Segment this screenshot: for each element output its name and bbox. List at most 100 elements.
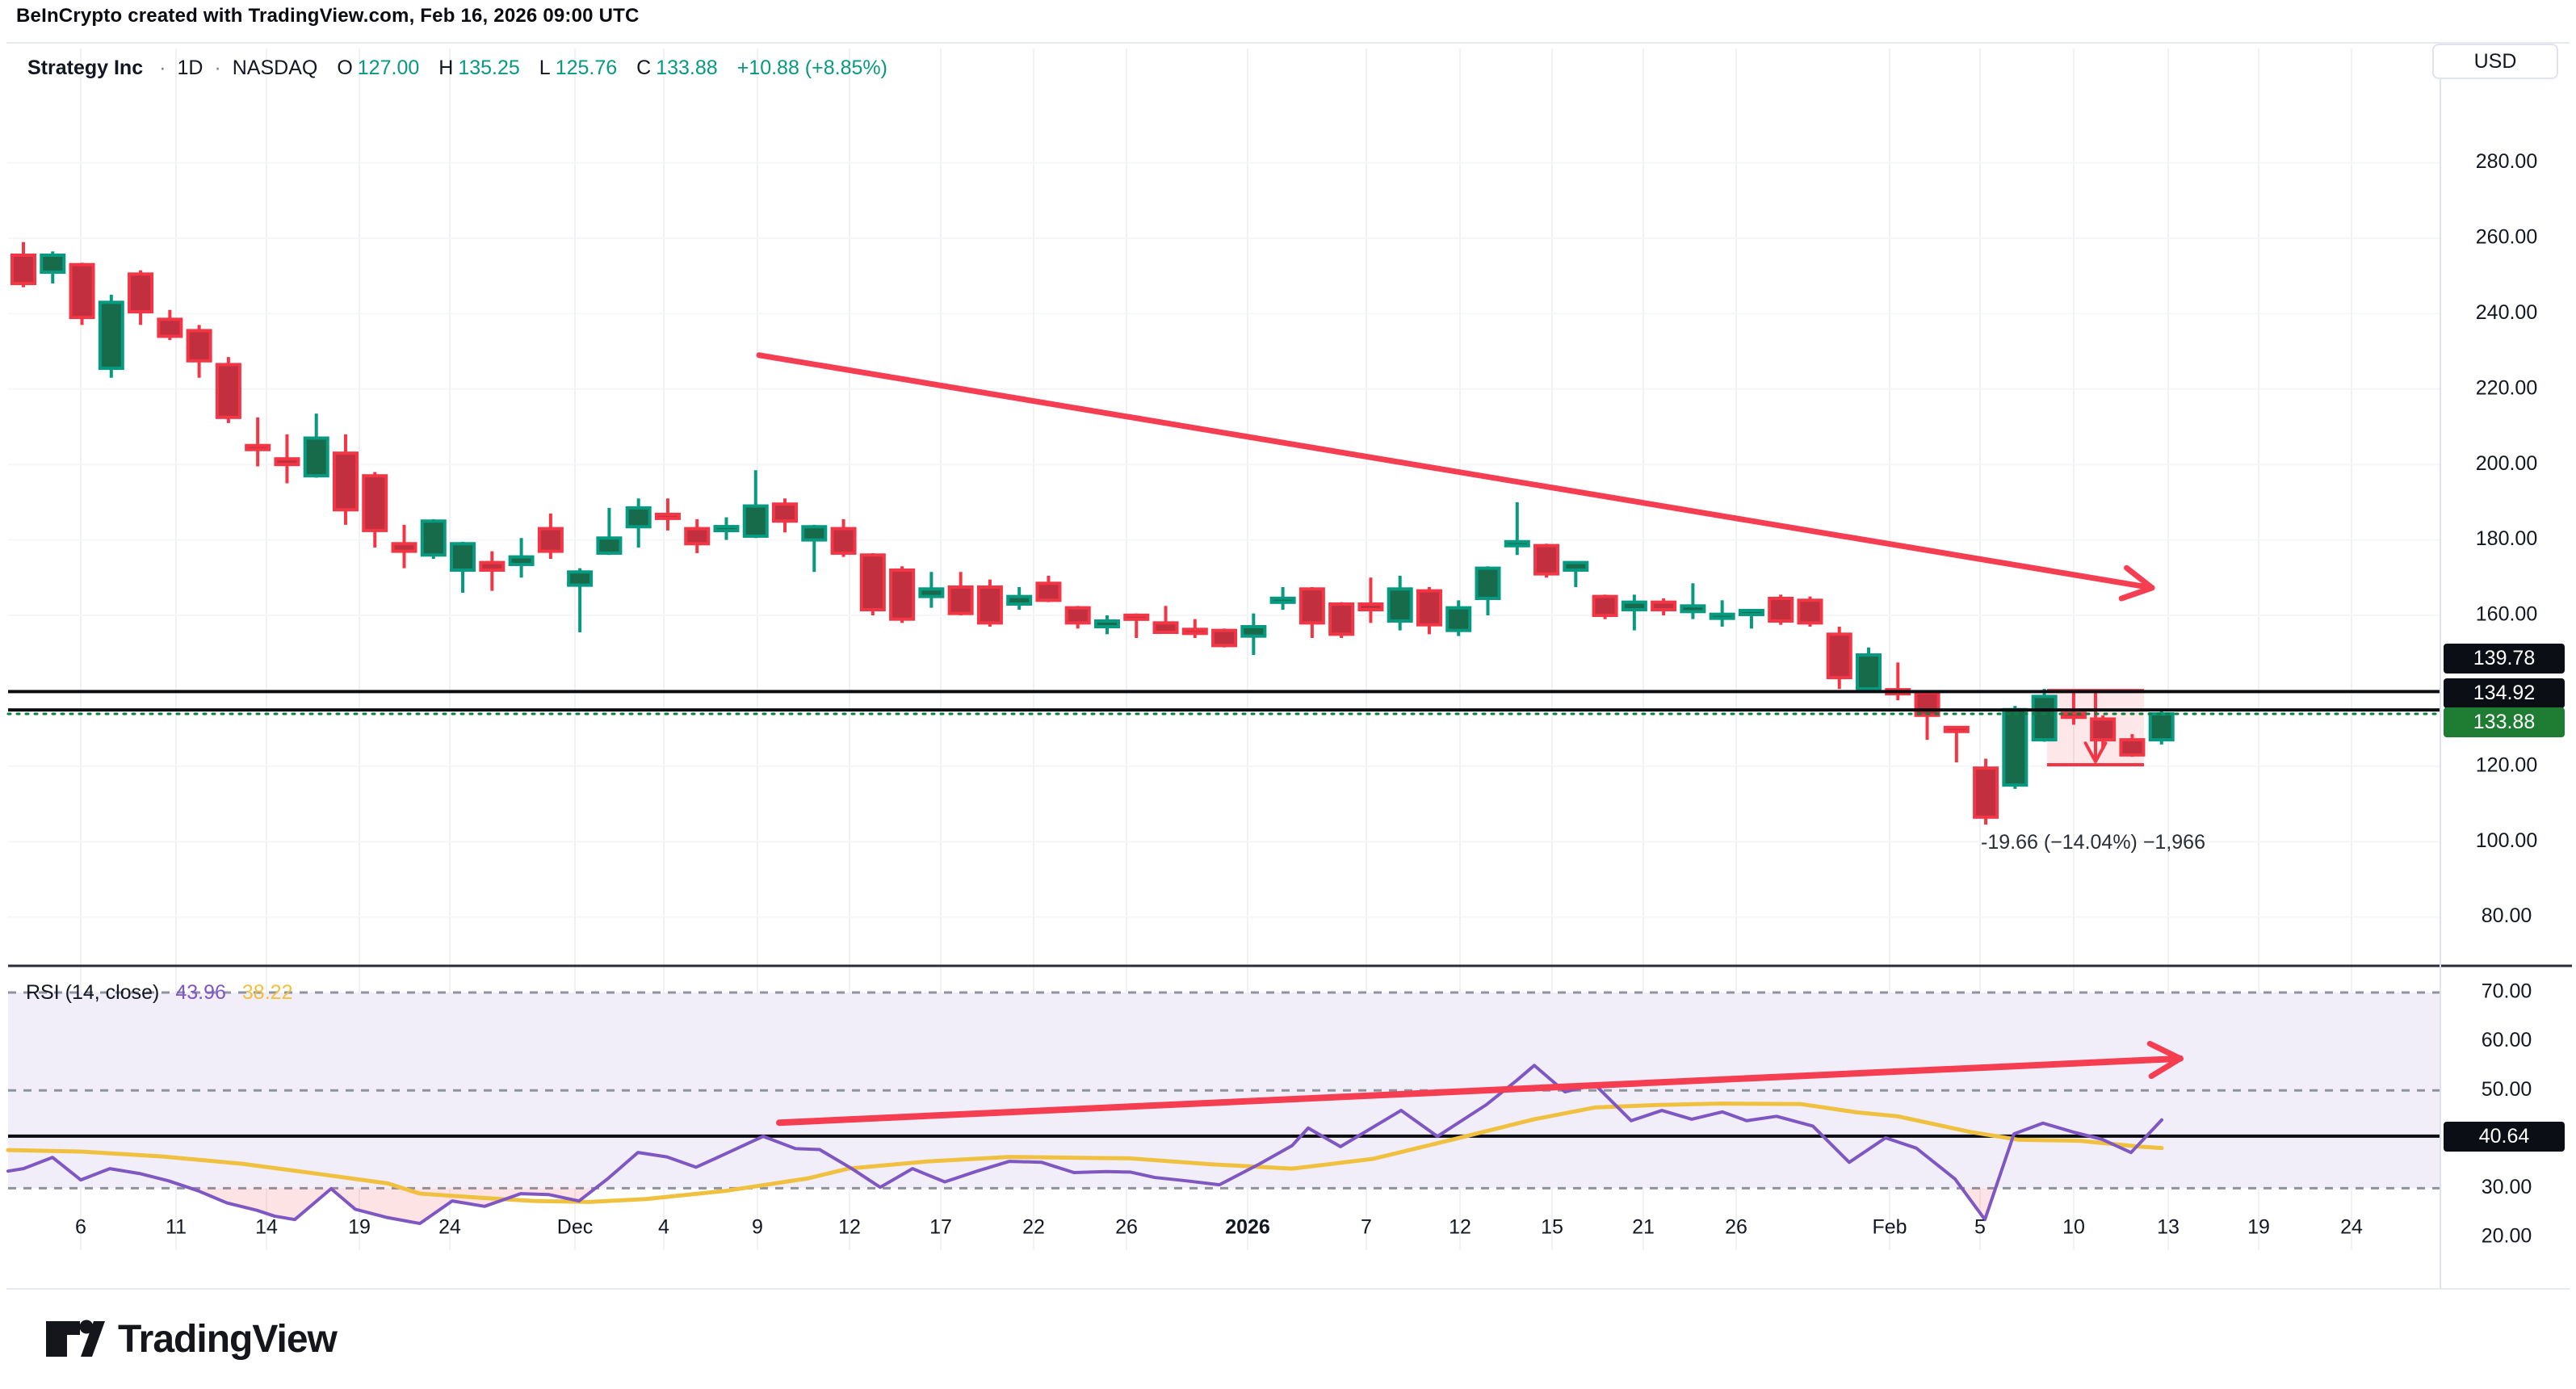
- symbol-bar: Strategy Inc · 1D · NASDAQ O 127.00 H 135.…: [27, 57, 887, 80]
- price-axis-label: 80.00: [2482, 904, 2532, 927]
- candle: [332, 434, 359, 525]
- timeframe[interactable]: 1D: [177, 57, 203, 79]
- price-axis-label: 260.00: [2476, 226, 2537, 249]
- rsi-axis-label: 60.00: [2482, 1029, 2532, 1051]
- candle: [1093, 615, 1120, 635]
- symbol-name[interactable]: Strategy Inc: [27, 57, 144, 79]
- price-axis-label: 220.00: [2476, 376, 2537, 399]
- time-axis-label: 12: [838, 1216, 861, 1239]
- candle: [1181, 619, 1208, 639]
- open-value: 127.00: [357, 57, 420, 79]
- price-axis-label: 280.00: [2476, 150, 2537, 173]
- time-axis-label: 9: [752, 1216, 763, 1239]
- candle: [684, 518, 711, 553]
- candle: [654, 498, 681, 531]
- rsi-ma-line: [6, 1102, 2164, 1204]
- candle: [157, 309, 183, 341]
- candle: [918, 572, 945, 608]
- rsi-label: RSI (14, close): [26, 981, 160, 1004]
- candle: [1211, 628, 1238, 648]
- candle: [1797, 596, 1823, 627]
- price-axis-label: 180.00: [2476, 527, 2537, 550]
- candle: [1651, 598, 1677, 615]
- candle: [215, 357, 241, 423]
- low-value: 125.76: [555, 57, 618, 79]
- candle: [1592, 594, 1618, 619]
- candle: [859, 552, 886, 615]
- current-price-badge: 133.88: [2444, 707, 2565, 737]
- candle: [567, 568, 594, 633]
- rsi-ma-value: 38.22: [241, 981, 293, 1004]
- candle: [186, 325, 212, 378]
- price-axis-label: 200.00: [2476, 452, 2537, 475]
- candle: [1914, 690, 1940, 741]
- time-axis-label: 24: [2340, 1216, 2363, 1239]
- candle: [742, 470, 769, 539]
- candle: [1152, 606, 1179, 635]
- candle: [1357, 577, 1384, 623]
- rsi-level-badge: 40.64: [2444, 1122, 2565, 1152]
- time-axis-label: 13: [2157, 1216, 2180, 1239]
- candle: [2002, 706, 2028, 789]
- open-label: O: [337, 57, 353, 79]
- close-label: C: [636, 57, 652, 79]
- candle: [1768, 594, 1794, 625]
- time-axis-label: 4: [658, 1216, 669, 1239]
- price-axis-label: 100.00: [2476, 829, 2537, 852]
- candle: [801, 524, 828, 573]
- time-axis-label: Dec: [557, 1216, 593, 1239]
- price-axis-label: 120.00: [2476, 753, 2537, 776]
- time-axis-label: 11: [166, 1216, 187, 1239]
- candle: [2031, 689, 2058, 742]
- candle: [2148, 708, 2175, 745]
- candle: [1826, 627, 1852, 690]
- candle: [274, 434, 300, 484]
- candle: [69, 262, 95, 325]
- candle: [1533, 543, 1560, 578]
- candle: [128, 270, 154, 325]
- candle: [1387, 575, 1413, 631]
- time-axis-label: 17: [929, 1216, 952, 1239]
- tradingview-logo[interactable]: TradingView: [45, 1315, 338, 1363]
- candle: [772, 498, 799, 533]
- time-axis-label: 26: [1115, 1216, 1138, 1239]
- rsi-axis-label: 70.00: [2482, 980, 2532, 1003]
- candle: [40, 251, 66, 284]
- time-axis-label: 14: [255, 1216, 278, 1239]
- time-axis-label: 7: [1361, 1216, 1372, 1239]
- attribution-text: BeInCrypto created with TradingView.com,…: [16, 5, 640, 27]
- level-price-badge: 134.92: [2444, 678, 2565, 708]
- candle: [1475, 566, 1501, 615]
- time-axis-label: 24: [438, 1216, 461, 1239]
- time-axis-label: 15: [1541, 1216, 1563, 1239]
- candle: [2090, 715, 2117, 749]
- candle: [1035, 575, 1062, 602]
- candle: [537, 513, 564, 559]
- rsi-legend[interactable]: RSI (14, close) 43.96 38.22: [26, 981, 292, 1005]
- time-axis-label: 21: [1632, 1216, 1655, 1239]
- rsi-trendline: [776, 1055, 2184, 1127]
- price-axis-label: 160.00: [2476, 603, 2537, 626]
- chart-canvas[interactable]: 280.00 260.00 240.00 220.00 200.00 180.00 160.…: [0, 42, 2576, 1290]
- time-axis-label: 22: [1022, 1216, 1045, 1239]
- separator: ·: [214, 57, 221, 79]
- time-axis-label: 6: [75, 1216, 86, 1239]
- time-axis-label: 5: [1974, 1216, 1986, 1239]
- separator: ·: [159, 57, 166, 79]
- candle: [362, 472, 388, 548]
- price-trendline: [756, 352, 2155, 591]
- candle: [1328, 602, 1355, 639]
- candle: [625, 498, 652, 548]
- candle: [1563, 560, 1589, 587]
- tradingview-logo-text: TradingView: [118, 1317, 338, 1361]
- currency-button[interactable]: USD: [2432, 44, 2558, 79]
- rsi-line: [6, 1064, 2163, 1226]
- candle: [1973, 758, 1999, 825]
- rsi-axis-label: 30.00: [2482, 1176, 2532, 1198]
- time-axis-label: 12: [1449, 1216, 1471, 1239]
- high-label: H: [438, 57, 454, 79]
- candle: [508, 538, 535, 578]
- rsi-value: 43.96: [175, 981, 226, 1004]
- exchange: NASDAQ: [232, 57, 318, 79]
- time-axis-label: 19: [348, 1216, 371, 1239]
